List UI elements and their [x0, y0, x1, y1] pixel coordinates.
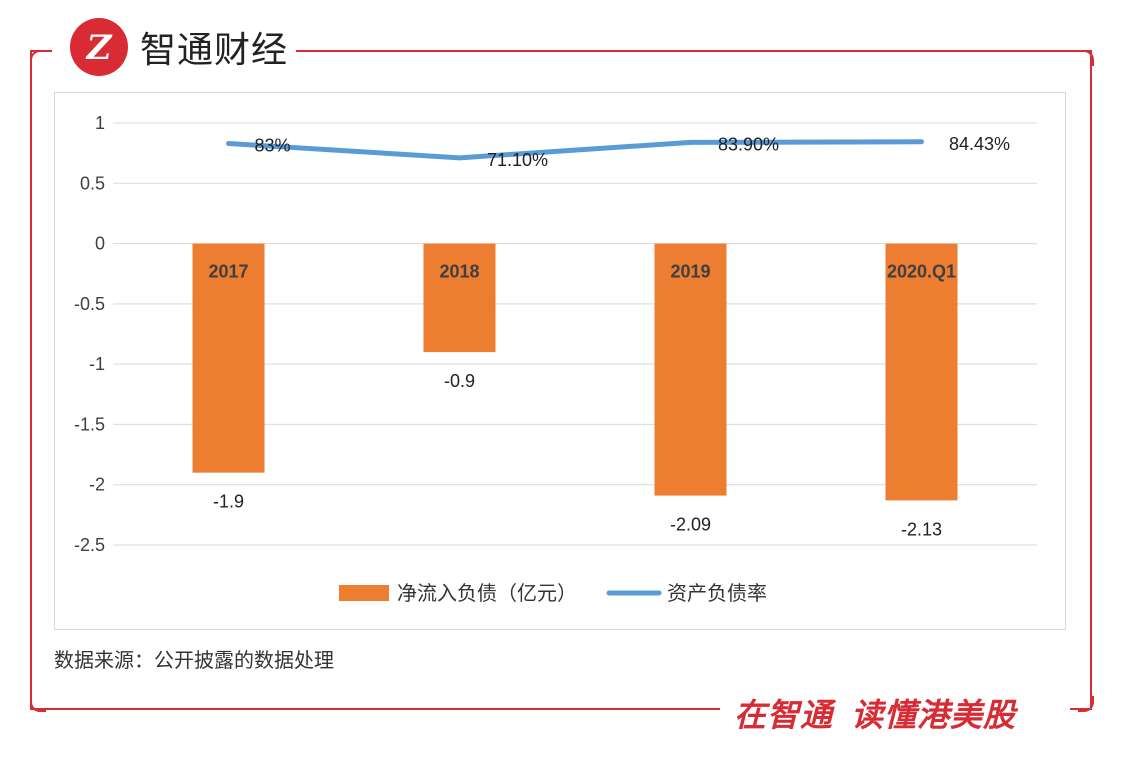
x-tick-label: 2018 — [439, 262, 479, 282]
legend-swatch-bar — [339, 585, 389, 601]
frame-corner — [1078, 50, 1094, 66]
frame-corner — [30, 50, 46, 66]
brand-logo: Z — [70, 18, 128, 76]
line-data-label: 71.10% — [487, 150, 548, 170]
y-tick-label: 0 — [95, 234, 105, 254]
line-data-label: 83.90% — [718, 134, 779, 154]
bar-data-label: -0.9 — [444, 371, 475, 391]
svg-text:Z: Z — [85, 28, 113, 68]
line-data-label: 83% — [254, 135, 290, 155]
x-tick-label: 2017 — [208, 262, 248, 282]
frame-right — [1090, 50, 1092, 710]
bar — [654, 243, 727, 496]
line-data-label: 84.43% — [949, 134, 1010, 154]
legend-label-line: 资产负债率 — [667, 581, 767, 605]
frame-top-right — [296, 50, 1092, 52]
legend-label-bar: 净流入负债（亿元） — [397, 581, 577, 605]
bar-data-label: -2.09 — [670, 515, 711, 535]
y-tick-label: 1 — [95, 113, 105, 133]
brand-header: Z 智通财经 — [70, 18, 297, 76]
x-tick-label: 2019 — [670, 262, 710, 282]
footer-slogan: 在智通 读懂港美股 — [728, 690, 1023, 736]
frame-corner — [30, 696, 46, 712]
x-tick-label: 2020.Q1 — [887, 262, 956, 282]
bar-data-label: -1.9 — [213, 492, 244, 512]
y-tick-label: -1.5 — [74, 414, 105, 434]
line-series — [226, 139, 924, 161]
y-tick-label: -2 — [89, 475, 105, 495]
y-tick-label: -2.5 — [74, 535, 105, 555]
source-note: 数据来源：公开披露的数据处理 — [54, 648, 334, 672]
combo-chart: 1 0.5 0 -0.5 -1 -1.5 -2 -2.5 -1.9 -0.9 -2.09 -2.13 2… — [74, 113, 1037, 605]
y-tick-label: 0.5 — [80, 173, 105, 193]
slogan-part2: 读懂港美股 — [851, 696, 1017, 734]
y-tick-label: -1 — [89, 354, 105, 374]
bar — [423, 243, 496, 353]
y-tick-label: -0.5 — [74, 294, 105, 314]
frame-corner — [1078, 696, 1094, 712]
chart-area: 1 0.5 0 -0.5 -1 -1.5 -2 -2.5 -1.9 -0.9 -2.09 -2.13 2… — [54, 92, 1066, 630]
frame-left — [30, 50, 32, 710]
slogan-part1: 在智通 — [734, 696, 834, 734]
bar — [192, 243, 265, 473]
bar-data-label: -2.13 — [901, 519, 942, 539]
bar — [885, 243, 958, 501]
frame-bottom — [30, 708, 720, 710]
brand-name: 智通财经 — [140, 30, 289, 71]
